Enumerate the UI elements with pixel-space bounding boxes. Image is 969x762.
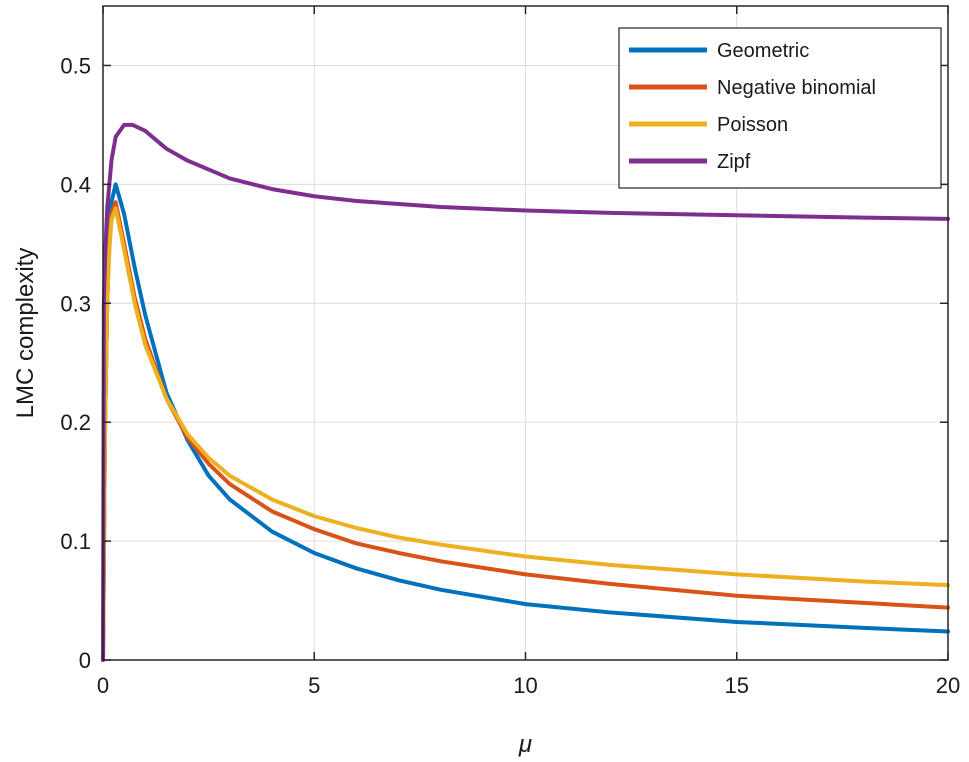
x-axis-label: μ [518, 731, 532, 758]
y-tick-label: 0.1 [60, 529, 91, 554]
x-tick-label: 15 [725, 673, 749, 698]
y-tick-label: 0 [79, 648, 91, 673]
x-tick-label: 5 [308, 673, 320, 698]
y-tick-label: 0.2 [60, 410, 91, 435]
series-layer [101, 122, 950, 662]
legend-entry-label: Poisson [717, 114, 788, 136]
y-tick-label: 0.5 [60, 53, 91, 78]
series-line-poisson [101, 206, 950, 662]
y-axis-label: LMC complexity [12, 248, 39, 419]
y-tick-label: 0.4 [60, 172, 91, 197]
series-line-zipf [101, 122, 950, 662]
legend-entry-label: Negative binomial [717, 77, 876, 99]
x-tick-label: 0 [97, 673, 109, 698]
legend-entry-label: Zipf [717, 151, 751, 173]
x-tick-label: 10 [513, 673, 537, 698]
legend-entry-label: Geometric [717, 40, 809, 62]
axes-layer: 0 5 10 15 20 0 0.1 0.2 0.3 0.4 0.5 μ LMC complexity [12, 5, 960, 758]
x-tick-label: 20 [936, 673, 960, 698]
legend: Geometric Negative binomial Poisson Zipf [618, 27, 942, 189]
y-tick-label: 0.3 [60, 291, 91, 316]
